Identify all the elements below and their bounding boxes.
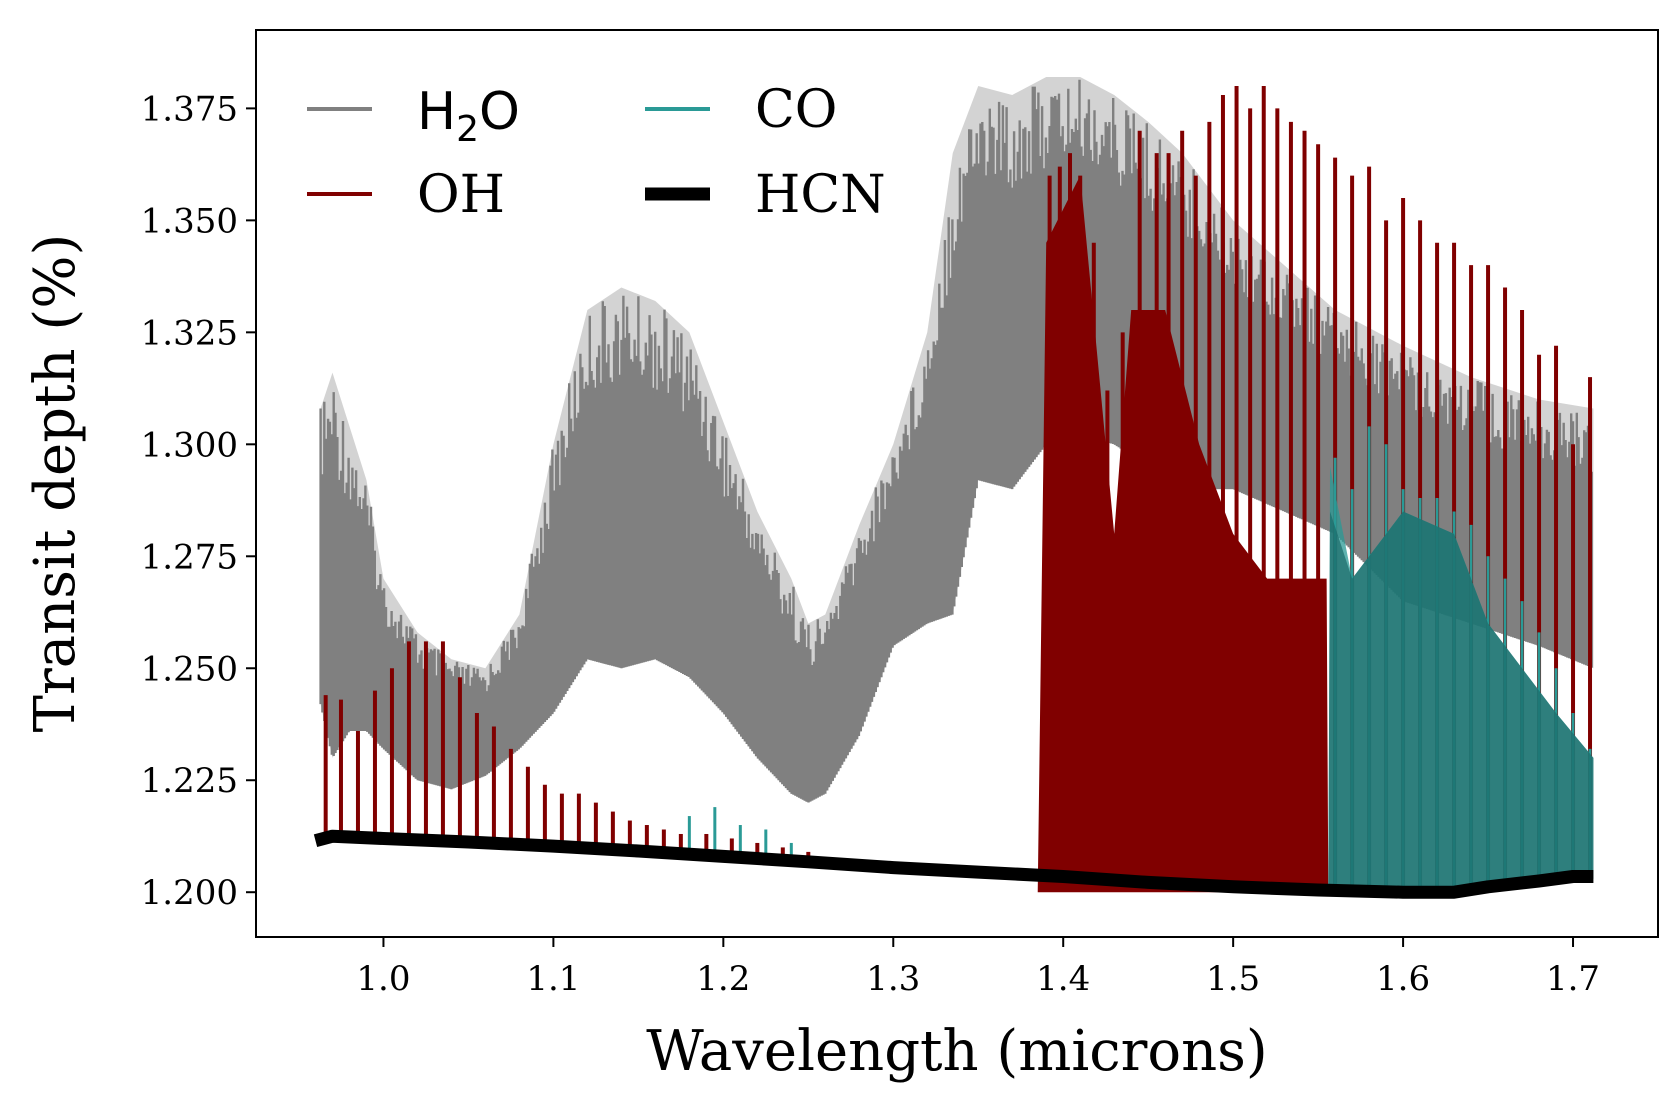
x-tick-label: 1.1 [526,959,580,999]
legend-label-ho: H2O [417,82,520,150]
h2o-band [320,77,1594,803]
x-tick-label: 1.4 [1036,959,1090,999]
x-tick-label: 1.3 [866,959,920,999]
y-tick-label: 1.275 [141,537,238,577]
x-tick-label: 1.7 [1546,959,1600,999]
x-axis: 1.0 1.1 1.2 1.3 1.4 1.5 1.6 1.7 [356,937,1600,999]
plot-frame [255,29,1659,938]
y-tick-label: 1.300 [141,425,238,465]
series-layer [313,77,1594,899]
legend: H2O OH CO HCN [307,80,886,225]
y-tick-label: 1.225 [141,761,238,801]
y-axis-label: Transit depth (%) [23,234,88,733]
y-tick-label: 1.200 [141,873,238,913]
y-tick-label: 1.350 [141,201,238,241]
co-dense-band [1328,511,1594,893]
y-axis: 1.200 1.225 1.250 1.275 1.300 1.325 1.350 1.375 [141,89,256,913]
x-tick-label: 1.6 [1376,959,1430,999]
legend-label-co: CO [755,80,837,140]
legend-label-oh: OH [417,165,505,225]
legend-label-hcn: HCN [755,165,886,225]
x-tick-label: 1.0 [356,959,410,999]
y-tick-label: 1.325 [141,313,238,353]
x-tick-label: 1.2 [696,959,750,999]
hcn-line [313,829,1594,899]
y-tick-label: 1.250 [141,649,238,689]
y-tick-label: 1.375 [141,89,238,129]
series-co [687,426,1594,893]
series-hcn [313,829,1594,899]
x-axis-label: Wavelength (microns) [646,1019,1268,1084]
x-tick-label: 1.5 [1206,959,1260,999]
